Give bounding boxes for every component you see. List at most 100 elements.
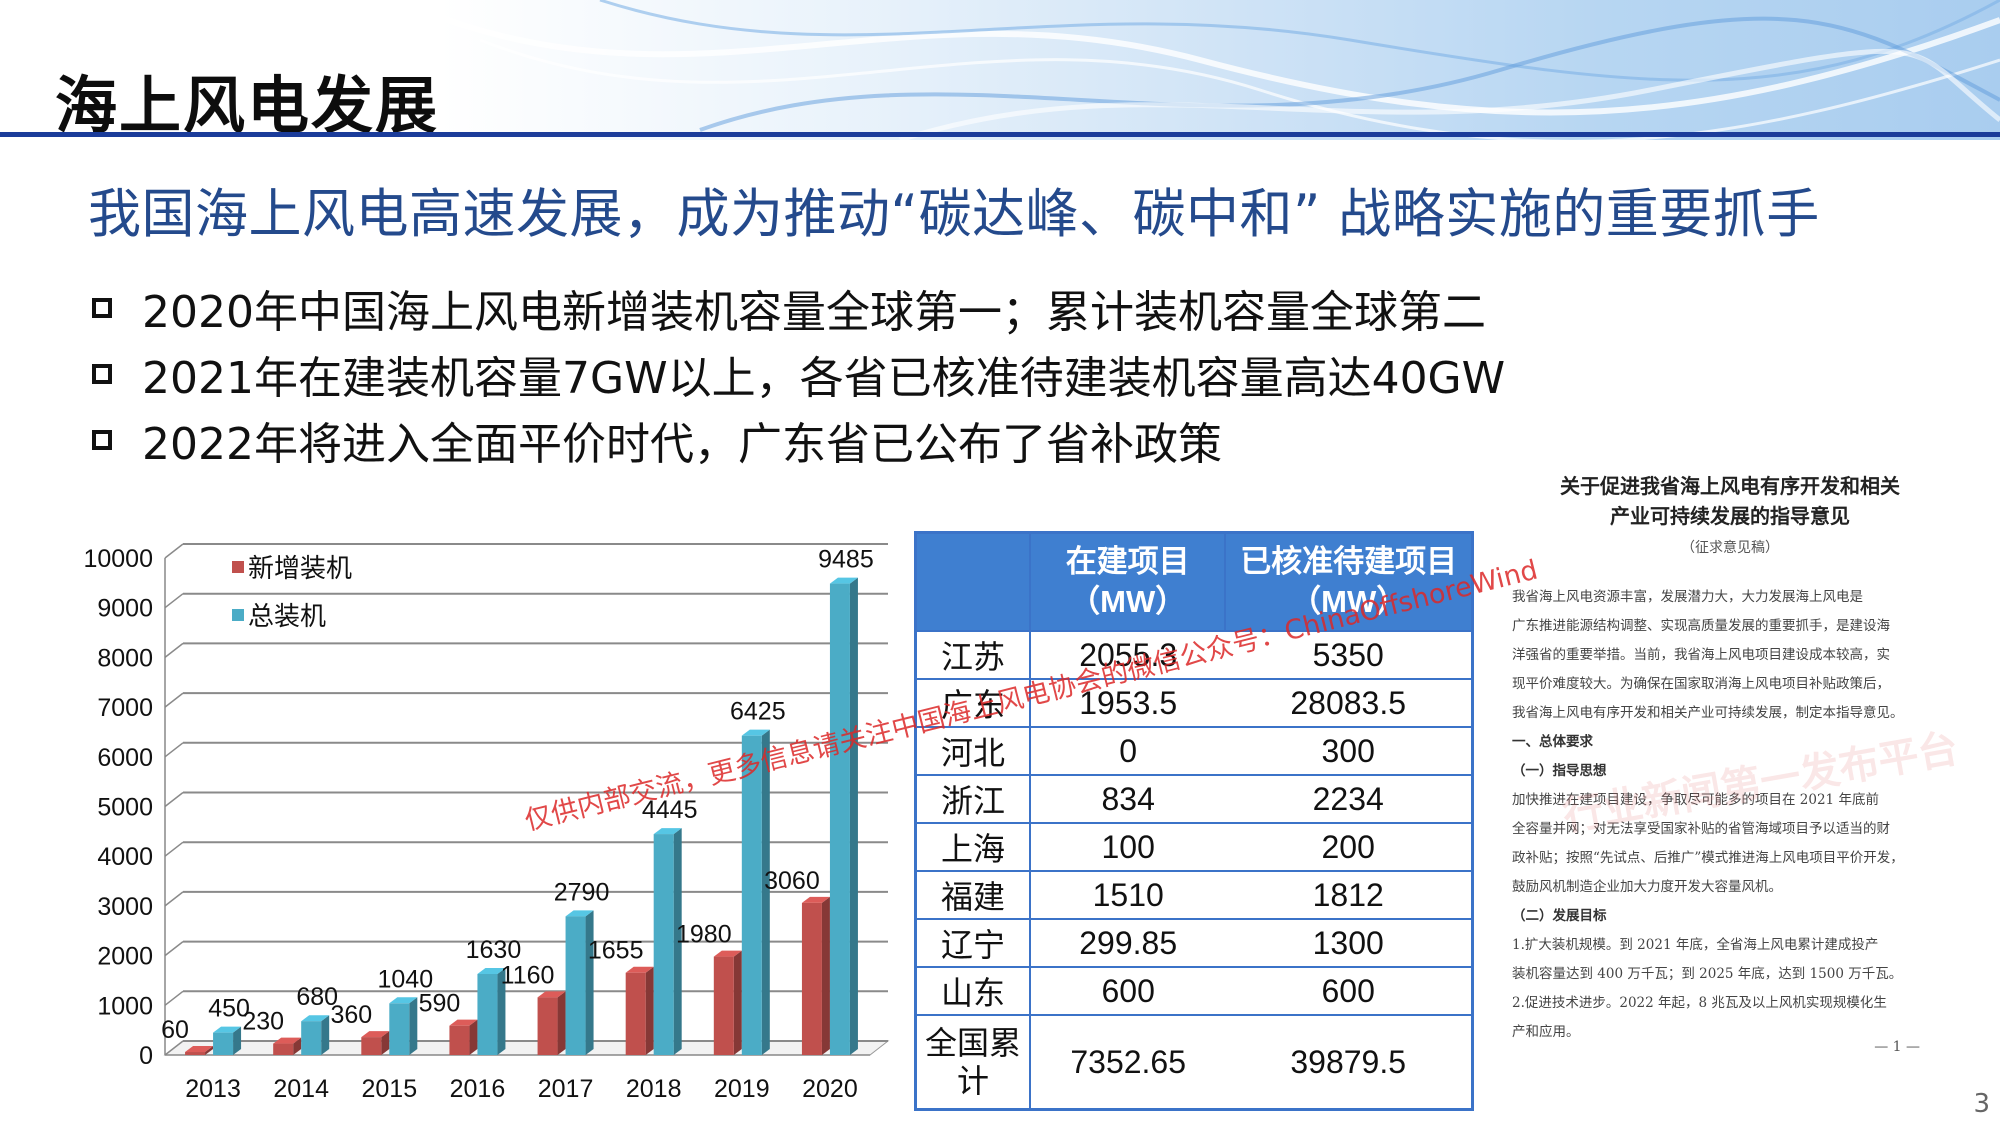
document-line: 1.扩大装机规模。到 2021 年底，全省海上风电累计建成投产 xyxy=(1512,937,1879,953)
document-title-line: 关于促进我省海上风电有序开发和相关 xyxy=(1560,474,1900,498)
document-line: 产和应用。 xyxy=(1512,1024,1580,1040)
cell-approved: 300 xyxy=(1225,727,1473,776)
cell-province: 广东 xyxy=(915,679,1031,728)
bar-新增装机 xyxy=(625,972,646,1055)
bar-side-新增装机 xyxy=(293,1037,302,1055)
bar-总装机 xyxy=(829,583,850,1055)
gridline-depth xyxy=(164,841,184,857)
bar-top-总装机 xyxy=(301,1015,330,1022)
document-line: 装机容量达到 400 万千瓦；到 2025 年底，达到 1500 万千瓦。 xyxy=(1512,966,1903,982)
cell-building: 299.85 xyxy=(1030,919,1226,968)
x-tick-label: 2016 xyxy=(450,1075,506,1103)
y-tick-label: 3000 xyxy=(97,893,153,921)
gridline-depth xyxy=(164,742,184,758)
table-row: 河北 0 300 xyxy=(915,727,1473,776)
bar-top-总装机 xyxy=(213,1026,242,1033)
gridline-depth xyxy=(164,1040,184,1056)
header-cell-province xyxy=(914,531,1031,632)
bar-side-新增装机 xyxy=(557,991,566,1055)
bar-side-新增装机 xyxy=(821,896,830,1055)
bar-top-新增装机 xyxy=(361,1031,390,1038)
bar-top-新增装机 xyxy=(449,1019,478,1026)
gridline-depth xyxy=(164,941,184,957)
bar-side-总装机 xyxy=(585,910,594,1055)
bar-总装机 xyxy=(741,735,762,1055)
gridline-depth xyxy=(164,692,184,708)
cell-province: 山东 xyxy=(915,967,1031,1016)
y-tick-label: 1000 xyxy=(97,992,153,1020)
gridline-depth xyxy=(164,543,184,559)
data-label: 4445 xyxy=(642,796,698,824)
data-label: 6425 xyxy=(730,698,786,726)
table-row: 浙江 834 2234 xyxy=(915,775,1473,824)
header-cell-building: 在建项目（MW） xyxy=(1028,531,1227,632)
cell-approved: 1812 xyxy=(1225,871,1473,920)
page-number: 3 xyxy=(1973,1089,1990,1119)
bar-top-新增装机 xyxy=(185,1046,214,1053)
document-line: 洋强省的重要举措。当前，我省海上风电项目建设成本较高，实 xyxy=(1512,647,1890,663)
cell-province: 江苏 xyxy=(915,631,1031,680)
table-row: 广东 1953.5 28083.5 xyxy=(915,679,1473,728)
bar-总装机 xyxy=(565,916,586,1055)
cell-building: 0 xyxy=(1030,727,1226,776)
table-row: 福建 1510 1812 xyxy=(915,871,1473,920)
bullet-text: 2021年在建装机容量7GW以上，各省已核准待建装机容量高达40GW xyxy=(142,353,1506,404)
data-label: 9485 xyxy=(818,546,874,574)
table-row: 上海 100 200 xyxy=(915,823,1473,872)
chart-canvas: 0 1000 2000 3000 4000 5000 6000 7000 8000 9000 100… xyxy=(83,543,890,1103)
gridline-depth xyxy=(164,891,184,907)
bar-top-总装机 xyxy=(829,577,858,584)
data-label: 1655 xyxy=(588,937,644,965)
legend-swatch xyxy=(232,561,244,573)
bar-side-新增装机 xyxy=(469,1019,478,1055)
bullet-text: 2020年中国海上风电新增装机容量全球第一；累计装机容量全球第二 xyxy=(142,287,1486,338)
data-label: 450 xyxy=(208,995,250,1023)
y-tick-label: 2000 xyxy=(97,943,153,971)
gridline-depth xyxy=(164,642,184,658)
x-tick-label: 2015 xyxy=(362,1075,418,1103)
province-table-container: 在建项目（MW） 已核准待建项目（MW） 江苏 2055.3 5350 广东 1953… xyxy=(914,531,1474,1111)
bar-新增装机 xyxy=(713,956,734,1055)
bar-side-新增装机 xyxy=(205,1046,214,1055)
page-title: 海上风电发展 xyxy=(55,69,440,142)
title-underline xyxy=(0,132,2000,137)
document-page-number: — 1 — xyxy=(1874,1039,1920,1055)
bar-side-总装机 xyxy=(761,729,770,1055)
bar-top-总装机 xyxy=(389,997,418,1004)
table-row: 辽宁 299.85 1300 xyxy=(915,919,1473,968)
bar-top-新增装机 xyxy=(625,966,654,973)
gridline-depth xyxy=(164,593,184,609)
data-label: 1980 xyxy=(676,921,732,949)
bullet-list: 2020年中国海上风电新增装机容量全球第一；累计装机容量全球第二 2021年在建… xyxy=(92,275,1505,473)
bar-side-总装机 xyxy=(233,1026,242,1055)
document-line: 我省海上风电有序开发和相关产业可持续发展，制定本指导意见。 xyxy=(1512,705,1904,721)
square-bullet-icon xyxy=(92,364,112,384)
legend-label: 总装机 xyxy=(248,602,326,632)
cell-approved: 2234 xyxy=(1225,775,1473,824)
cell-approved: 1300 xyxy=(1225,919,1473,968)
bar-side-总装机 xyxy=(409,997,418,1055)
document-line: 加快推进在建项目建设，争取尽可能多的项目在 2021 年底前 xyxy=(1512,792,1879,808)
y-tick-label: 7000 xyxy=(97,694,153,722)
document-subsection-heading: （二）发展目标 xyxy=(1512,908,1607,924)
cell-building: 100 xyxy=(1030,823,1226,872)
table-header-row: 在建项目（MW） 已核准待建项目（MW） xyxy=(914,531,1474,632)
cell-province: 福建 xyxy=(915,871,1031,920)
cell-approved: 28083.5 xyxy=(1225,679,1473,728)
y-tick-label: 9000 xyxy=(97,595,153,623)
bar-总装机 xyxy=(213,1032,234,1055)
legend-label: 新增装机 xyxy=(248,554,352,584)
bullet-item: 2020年中国海上风电新增装机容量全球第一；累计装机容量全球第二 xyxy=(92,275,1505,341)
bar-top-新增装机 xyxy=(537,991,566,998)
cell-province: 河北 xyxy=(915,727,1031,776)
cell-province: 辽宁 xyxy=(915,919,1031,968)
legend-swatch xyxy=(232,609,244,621)
document-draft-note: （征求意见稿） xyxy=(1681,540,1779,556)
bar-新增装机 xyxy=(185,1052,206,1055)
y-tick-label: 8000 xyxy=(97,644,153,672)
x-tick-label: 2019 xyxy=(714,1075,770,1103)
document-subsection-heading: （一）指导思想 xyxy=(1512,763,1607,779)
bar-side-新增装机 xyxy=(645,966,654,1055)
header-cell-approved: 已核准待建项目（MW） xyxy=(1224,531,1474,632)
document-line: 我省海上风电资源丰富，发展潜力大，大力发展海上风电是 xyxy=(1512,589,1863,605)
